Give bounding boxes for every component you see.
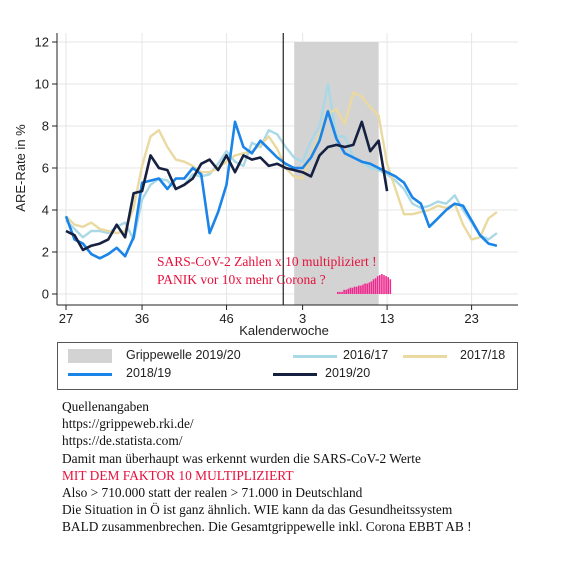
- note-line: BALD zusammenbrechen. Die Gesamtgrippewe…: [62, 519, 472, 535]
- source-link-statista: https://de.statista.com/: [62, 433, 183, 449]
- y-axis-label: ARE-Rate in %: [13, 124, 28, 212]
- x-tick-label: 23: [464, 311, 478, 326]
- x-tick-label: 13: [380, 311, 394, 326]
- covid-bar: [368, 282, 371, 294]
- note-line: Damit man überhaupt was erkennt wurden d…: [62, 450, 421, 466]
- y-tick-label: 6: [42, 161, 49, 176]
- covid-bar: [381, 274, 383, 294]
- series-lines: [64, 82, 498, 260]
- note-line-red: MIT DEM FAKTOR 10 MULTIPLIZIERT: [62, 467, 294, 483]
- notes-heading: Quellenangaben: [62, 399, 149, 414]
- y-tick-label: 2: [42, 245, 49, 260]
- covid-bar: [347, 288, 350, 294]
- legend-label-band: Grippewelle 2019/20: [126, 348, 241, 362]
- covid-bar: [385, 276, 387, 294]
- legend-label-2016: 2016/17: [343, 348, 389, 362]
- covid-bar: [370, 281, 373, 294]
- covid-bar: [362, 284, 364, 294]
- legend-swatch-2018: [68, 373, 112, 376]
- legend: Grippewelle 2019/20 2016/17 2017/18 2018…: [57, 342, 518, 390]
- x-tick-label: 3: [299, 311, 306, 326]
- source-link-rki: https://grippeweb.rki.de/: [62, 416, 194, 432]
- covid-bars: [337, 274, 392, 294]
- source-notes: Quellenangaben https://grippeweb.rki.de/…: [62, 398, 567, 536]
- covid-bar: [355, 286, 358, 294]
- covid-bar: [383, 275, 385, 294]
- covid-bar: [349, 287, 352, 294]
- covid-bar: [337, 291, 339, 294]
- legend-label-2019: 2019/20: [325, 366, 371, 380]
- covid-bar: [374, 278, 377, 294]
- legend-label-2017: 2017/18: [460, 348, 506, 362]
- covid-bar: [353, 286, 356, 294]
- covid-bar: [364, 283, 366, 294]
- legend-label-2018: 2018/19: [126, 366, 172, 380]
- grippewelle-band: [294, 42, 379, 305]
- y-tick-label: 10: [35, 77, 49, 92]
- covid-bar: [366, 283, 368, 294]
- y-tick-label: 4: [42, 203, 49, 218]
- covid-bar: [360, 285, 362, 294]
- annotation-line-1: SARS-CoV-2 Zahlen x 10 multipliziert !: [157, 254, 377, 269]
- axes: [56, 33, 518, 306]
- covid-bar: [372, 279, 375, 294]
- covid-bar: [389, 279, 392, 294]
- covid-bar: [351, 287, 354, 294]
- covid-bar: [387, 277, 389, 294]
- note-line: Die Situation in Ö ist ganz ähnlich. WIE…: [62, 502, 453, 518]
- y-tick-label: 8: [42, 119, 49, 134]
- annotation-line-2: PANIK vor 10x mehr Corona ?: [157, 272, 326, 287]
- covid-bar: [341, 291, 343, 294]
- series-line-2018-19: [64, 110, 498, 260]
- series-line-2017-18: [65, 91, 498, 241]
- series-line-2016-17: [65, 82, 498, 241]
- covid-bar: [358, 285, 360, 294]
- legend-swatch-band: [68, 349, 112, 363]
- legend-swatch-2016: [293, 355, 337, 358]
- covid-bar: [339, 291, 341, 294]
- covid-bar: [379, 275, 381, 294]
- covid-bar: [345, 289, 347, 294]
- x-tick-label: 36: [135, 311, 149, 326]
- x-axis-label: Kalenderwoche: [239, 323, 329, 338]
- legend-swatch-2017: [403, 355, 447, 358]
- y-tick-label: 12: [35, 35, 49, 50]
- x-tick-label: 46: [219, 311, 233, 326]
- series-line-2019-20: [65, 120, 389, 252]
- legend-swatch-2019: [273, 373, 317, 376]
- covid-bar: [343, 289, 345, 294]
- note-line: Also > 710.000 statt der realen > 71.000…: [62, 485, 363, 501]
- covid-bar: [376, 276, 379, 294]
- x-tick-label: 27: [59, 311, 73, 326]
- y-tick-label: 0: [42, 287, 49, 302]
